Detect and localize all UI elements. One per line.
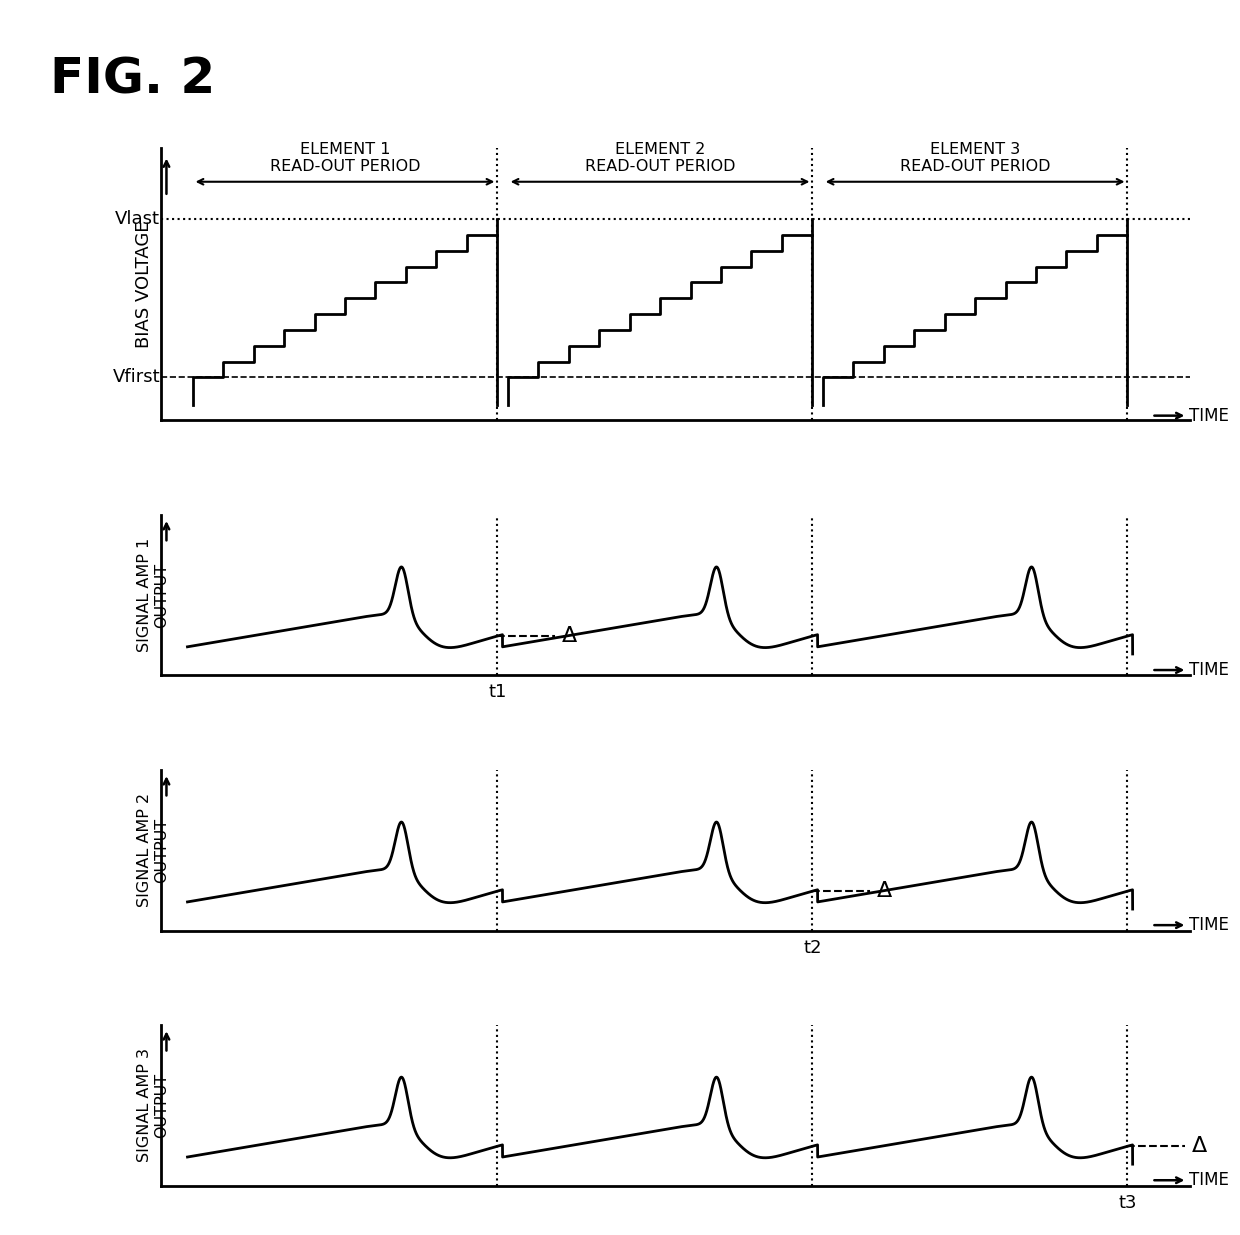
Text: t2: t2 — [804, 939, 822, 957]
Text: Vfirst: Vfirst — [113, 368, 160, 387]
Text: Vlast: Vlast — [115, 210, 160, 228]
Text: $\Delta$: $\Delta$ — [562, 626, 578, 646]
Text: t3: t3 — [1118, 1194, 1137, 1212]
Text: t1: t1 — [489, 683, 506, 701]
Y-axis label: SIGNAL AMP 1
OUTPUT: SIGNAL AMP 1 OUTPUT — [136, 538, 169, 652]
Text: ELEMENT 3
READ-OUT PERIOD: ELEMENT 3 READ-OUT PERIOD — [900, 142, 1050, 174]
Y-axis label: SIGNAL AMP 3
OUTPUT: SIGNAL AMP 3 OUTPUT — [136, 1049, 169, 1162]
Text: ELEMENT 2
READ-OUT PERIOD: ELEMENT 2 READ-OUT PERIOD — [585, 142, 735, 174]
Text: $\Delta$: $\Delta$ — [877, 881, 894, 902]
Y-axis label: BIAS VOLTAGE: BIAS VOLTAGE — [135, 221, 153, 348]
Text: $\Delta$: $\Delta$ — [1192, 1136, 1209, 1156]
Text: FIG. 2: FIG. 2 — [50, 56, 215, 104]
Text: TIME: TIME — [1189, 916, 1229, 934]
Y-axis label: SIGNAL AMP 2
OUTPUT: SIGNAL AMP 2 OUTPUT — [136, 793, 169, 908]
Text: ELEMENT 1
READ-OUT PERIOD: ELEMENT 1 READ-OUT PERIOD — [270, 142, 420, 174]
Text: TIME: TIME — [1189, 661, 1229, 679]
Text: TIME: TIME — [1189, 406, 1229, 425]
Text: TIME: TIME — [1189, 1171, 1229, 1189]
